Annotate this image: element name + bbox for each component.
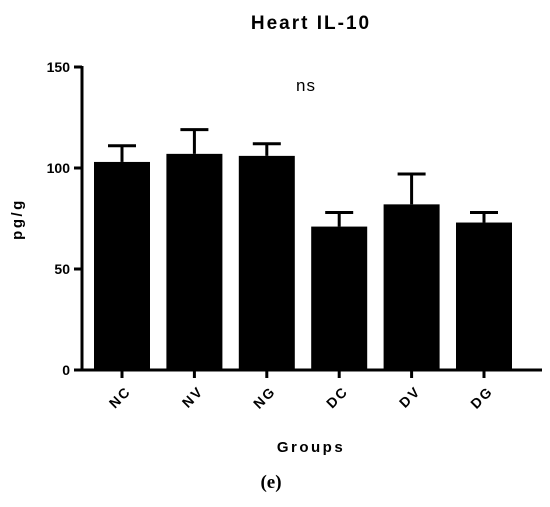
y-axis-label: pg/g xyxy=(9,198,26,240)
x-axis-label: Groups xyxy=(277,439,345,456)
y-tick-label-150: 150 xyxy=(47,59,71,75)
bar-dc xyxy=(311,226,368,370)
y-tick-label-0: 0 xyxy=(62,362,70,378)
panel-label: (e) xyxy=(260,472,281,493)
y-tick-label-50: 50 xyxy=(54,261,70,277)
category-label-nc: NC xyxy=(106,383,134,411)
plot-area: 0 50 100 150 NC NV NG DC DV DG xyxy=(47,59,542,412)
category-label-dc: DC xyxy=(323,383,351,411)
bar-dg xyxy=(456,222,512,370)
significance-annotation: ns xyxy=(296,76,316,95)
bar-nv xyxy=(166,153,223,370)
bar-dv xyxy=(383,204,440,370)
bar-nc xyxy=(94,161,150,370)
category-label-dg: DG xyxy=(467,383,496,412)
y-tick-label-100: 100 xyxy=(47,160,71,176)
category-label-ng: NG xyxy=(250,383,279,412)
chart-title: Heart IL-10 xyxy=(251,13,371,34)
bar-ng xyxy=(238,155,295,370)
category-label-dv: DV xyxy=(396,383,424,411)
category-label-nv: NV xyxy=(179,383,207,411)
